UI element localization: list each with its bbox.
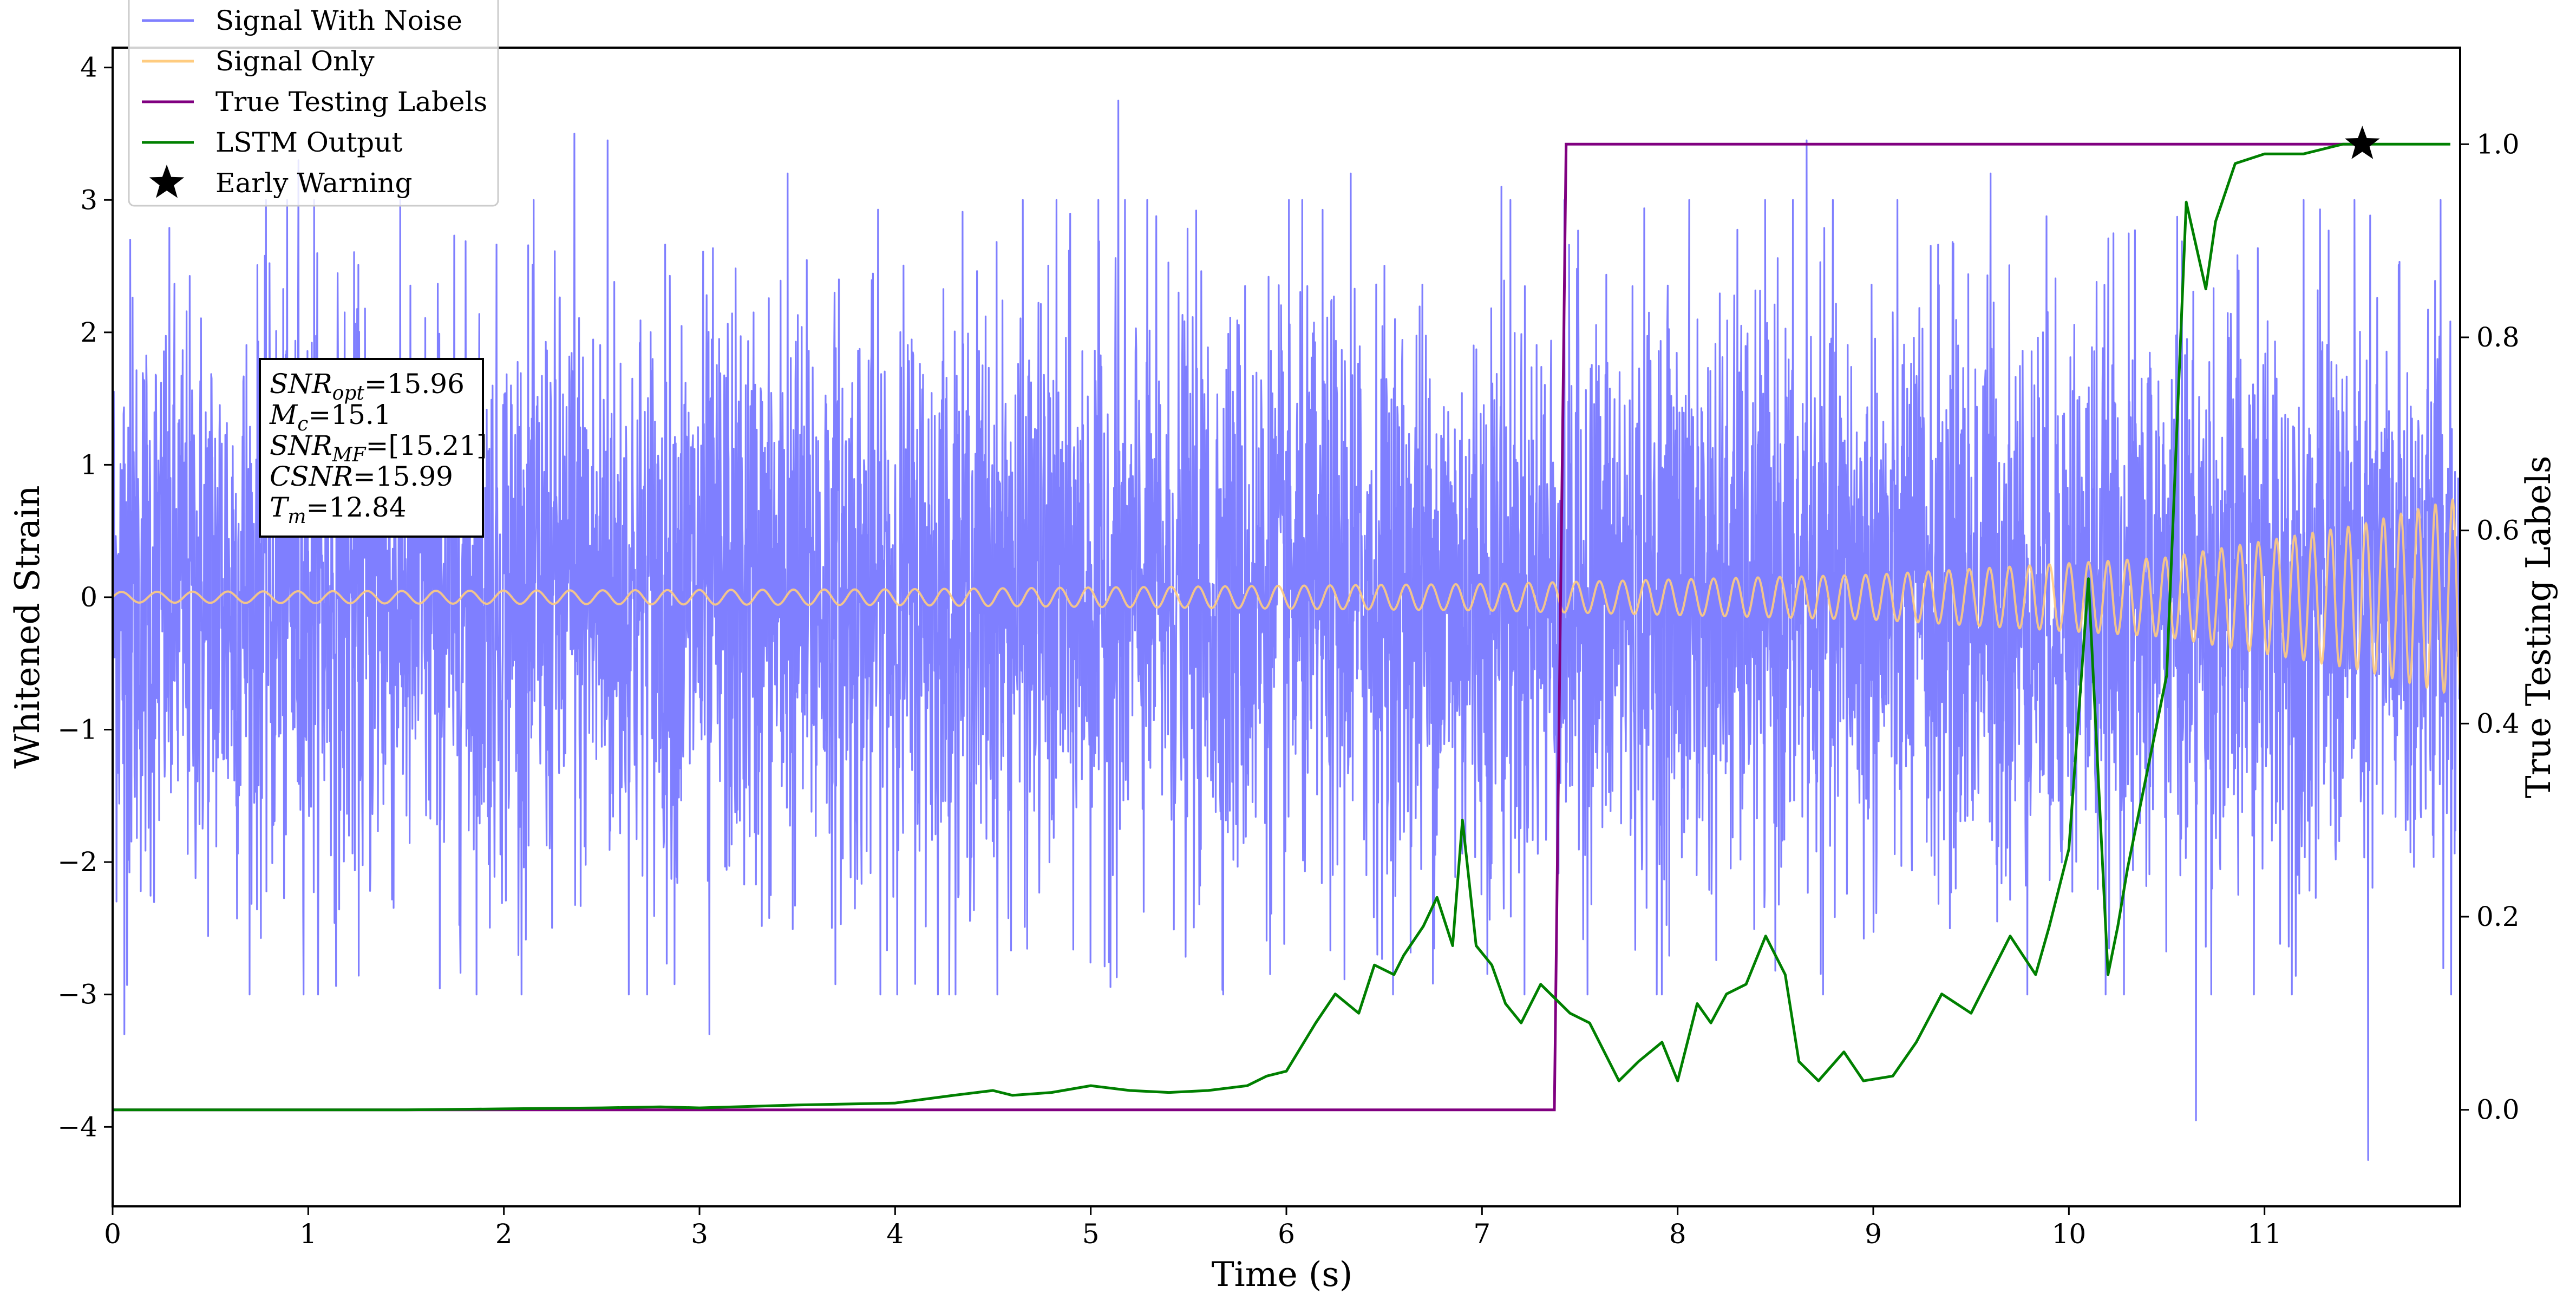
x-axis-ticks: 0 1 2 3 4 5 6 7 8 9 10 11 [104, 1206, 2281, 1250]
series-signal-only [113, 498, 2460, 694]
y-left-tick-label: −2 [57, 846, 97, 878]
legend-label: Signal Only [215, 45, 375, 77]
annotation-symbol: T [270, 492, 290, 523]
legend-label: True Testing Labels [215, 86, 487, 117]
annotation-line: Mc=15.1 [269, 399, 391, 435]
annotation-subscript: MF [332, 444, 367, 466]
annotation-value: =12.84 [306, 492, 407, 523]
legend-frame [128, 0, 499, 207]
annotation-value: =15.96 [364, 368, 465, 400]
x-tick-label: 1 [299, 1218, 317, 1250]
y-left-tick-label: 0 [80, 582, 97, 613]
y-left-tick-label: 1 [80, 449, 97, 480]
y-right-tick-label: 0.6 [2476, 515, 2520, 546]
annotation-value: =15.99 [353, 461, 453, 492]
y-left-tick-label: −1 [57, 714, 97, 746]
y-right-axis-title: True Testing Labels [2519, 456, 2558, 799]
y-right-tick-label: 0.8 [2476, 322, 2520, 353]
legend-star-icon [149, 165, 185, 198]
y-right-tick-label: 0.4 [2476, 708, 2520, 739]
x-tick-label: 8 [1669, 1218, 1686, 1250]
legend-label: Early Warning [215, 167, 413, 199]
annotation-symbol: M [269, 399, 298, 430]
y-left-tick-label: −4 [57, 1111, 97, 1142]
annotation-line: CSNR=15.99 [270, 461, 453, 492]
true-testing-labels-line [113, 142, 2363, 1112]
series-lstm-output [113, 142, 2450, 1112]
annotation-symbol: SNR [270, 430, 332, 461]
early-warning-layer [2345, 126, 2380, 159]
legend-label: LSTM Output [215, 127, 402, 158]
x-tick-label: 10 [2052, 1218, 2087, 1250]
y-right-tick-label: 0.0 [2476, 1094, 2520, 1126]
annotation-subscript: opt [332, 382, 365, 404]
lstm-output-line [113, 142, 2450, 1112]
y-left-axis-ticks: −4 −3 −2 −1 0 1 2 3 4 [57, 52, 113, 1142]
signal-with-noise-line [113, 100, 2460, 1161]
annotation-value: =[15.21] [366, 430, 487, 461]
y-left-axis-title: Whitened Strain [8, 485, 47, 768]
annotation-line: Tm=12.84 [270, 492, 407, 528]
x-tick-label: 11 [2247, 1218, 2282, 1250]
x-tick-label: 6 [1278, 1218, 1295, 1250]
y-right-tick-label: 0.2 [2476, 901, 2520, 932]
legend: Signal With Noise Signal Only True Testing… [128, 0, 499, 207]
annotation-frame [259, 358, 484, 538]
x-tick-label: 7 [1473, 1218, 1490, 1250]
y-left-tick-label: 3 [80, 184, 97, 216]
y-right-tick-label: 1.0 [2476, 128, 2520, 160]
plot-area [113, 100, 2460, 1161]
annotation-symbol: SNR [270, 368, 332, 400]
signal-only-line [113, 498, 2460, 694]
y-left-tick-label: −3 [57, 979, 97, 1010]
x-tick-label: 2 [495, 1218, 513, 1250]
series-signal-with-noise [113, 100, 2460, 1161]
annotation-line: SNRMF=[15.21] [270, 430, 487, 466]
annotation-symbol: CSNR [270, 461, 353, 492]
annotation-line: SNRopt=15.96 [270, 368, 465, 404]
x-tick-label: 3 [691, 1218, 708, 1250]
x-axis-title: Time (s) [1212, 1255, 1353, 1294]
legend-label: Signal With Noise [215, 5, 462, 36]
x-tick-label: 0 [104, 1218, 121, 1250]
snr-annotation-box: SNRopt=15.96Mc=15.1SNRMF=[15.21]CSNR=15.… [259, 358, 487, 538]
annotation-subscript: c [297, 413, 308, 435]
series-true-testing-labels [113, 142, 2363, 1112]
x-tick-label: 4 [886, 1218, 904, 1250]
y-left-tick-label: 2 [80, 317, 97, 348]
early-warning-star-icon [2345, 126, 2380, 159]
annotation-value: =15.1 [308, 399, 391, 430]
y-left-tick-label: 4 [80, 52, 97, 83]
annotation-subscript: m [287, 506, 306, 528]
y-right-axis-ticks: 0.0 0.2 0.4 0.6 0.8 1.0 [2460, 128, 2520, 1126]
x-tick-label: 9 [1865, 1218, 1882, 1250]
x-tick-label: 5 [1082, 1218, 1100, 1250]
